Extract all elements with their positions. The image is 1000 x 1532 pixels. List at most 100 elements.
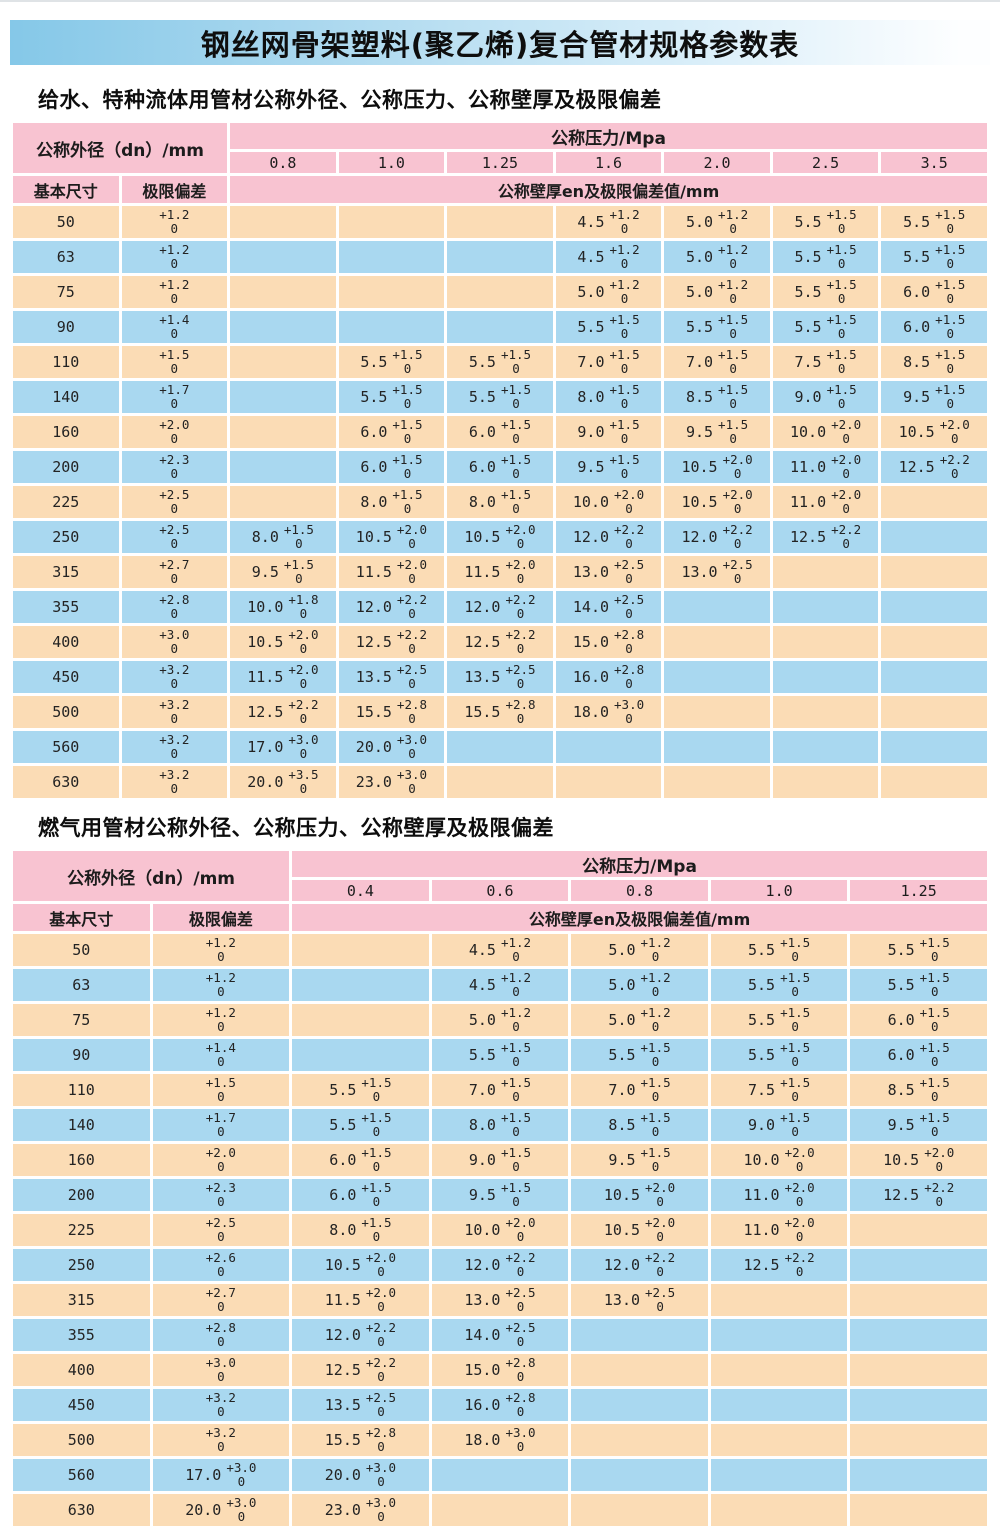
table-row: 90 +1.4 0 5.5 +1.5 0 5.5 +1.5 0 5.5 +1.5 0 6.0 +1.5 0 (13, 311, 987, 343)
page-top-edge (0, 0, 1000, 2)
tolerance-lower: 0 (930, 1089, 939, 1104)
tolerance-lower: 0 (946, 256, 954, 271)
wall-thickness-value: 8.0 (251, 528, 279, 546)
dn-value: 110 (13, 346, 119, 378)
wall-thickness-cell: 5.5 +1.5 0 (292, 1109, 429, 1141)
wall-thickness-value: 10.5 (603, 1221, 641, 1239)
wall-thickness-cell (710, 1284, 848, 1316)
tolerance-upper: +1.5 (500, 1075, 532, 1091)
tolerance-lower: 0 (403, 466, 412, 481)
wall-thickness-value: 10.5 (681, 458, 718, 476)
dn-value: 200 (13, 1179, 150, 1211)
tolerance-stack: +2.2 0 (366, 1321, 396, 1349)
wall-thickness-value: 6.0 (329, 1186, 357, 1204)
tolerance-stack: +1.5 0 (827, 348, 857, 376)
dn-value: 630 (13, 1494, 150, 1526)
wall-thickness-value: 13.0 (603, 1291, 641, 1309)
tolerance-upper: +3.0 (365, 1495, 397, 1511)
tolerance-upper: +2.8 (205, 1320, 236, 1336)
deviation-cell: +2.7 0 (121, 556, 228, 588)
tolerance-upper: +1.2 (205, 935, 236, 951)
tolerance-lower: 0 (512, 1194, 520, 1209)
tolerance-stack: +3.2 0 (159, 733, 189, 761)
dn-value: 75 (13, 1004, 150, 1036)
wall-thickness-cell (230, 311, 336, 343)
wall-thickness-cell: 6.0 +1.5 0 (338, 451, 445, 483)
tolerance-stack: +1.5 0 (392, 488, 422, 516)
wall-thickness-value: 5.0 (577, 283, 605, 301)
water-supply-table-header: 公称外径（dn）/mm 公称压力/Mpa 0.8 1.0 1.25 1.6 2.0 2.5 3.… (13, 123, 987, 203)
tolerance-stack: +1.5 0 (718, 383, 748, 411)
wall-thickness-value: 4.5 (468, 976, 496, 994)
tolerance-stack: +1.5 0 (206, 1076, 236, 1104)
table-row: 450 +3.2 0 11.5 +2.0 0 13.5 +2.5 0 13.5 +2.5 0 16.0 +… (13, 661, 987, 693)
wall-thickness-cell: 5.0 +1.2 0 (664, 241, 770, 273)
wall-thickness-cell: 10.5 +2.0 0 (292, 1249, 429, 1281)
tolerance-stack: +1.5 0 (935, 348, 965, 376)
tolerance-stack: +1.5 0 (935, 383, 965, 411)
tolerance-upper: +2.3 (159, 452, 190, 468)
wall-thickness-cell: 5.5 +1.5 0 (772, 206, 879, 238)
tolerance-lower: 0 (733, 536, 742, 551)
wall-thickness-value: 4.5 (577, 248, 605, 266)
tolerance-lower: 0 (842, 431, 850, 446)
wall-thickness-cell: 12.0 +2.2 0 (571, 1249, 708, 1281)
tolerance-upper: +3.0 (396, 767, 428, 783)
tolerance-stack: +2.3 0 (159, 453, 189, 481)
dn-value: 50 (13, 934, 150, 966)
tolerance-upper: +1.5 (919, 935, 950, 951)
tolerance-upper: +1.5 (640, 1075, 671, 1091)
tolerance-upper: +1.5 (609, 452, 640, 468)
tolerance-upper: +2.8 (159, 592, 190, 608)
tolerance-upper: +2.0 (396, 522, 428, 538)
table-row: 75 +1.2 0 5.0 +1.2 0 5.0 +1.2 0 5.5 +1.5 0 6.0 +1.5 0 (13, 276, 987, 308)
tolerance-upper: +2.2 (396, 592, 428, 608)
tolerance-stack: +1.5 0 (827, 208, 857, 236)
tolerance-upper: +2.0 (784, 1145, 815, 1161)
tolerance-upper: +1.5 (361, 1180, 392, 1196)
wall-thickness-cell: 20.0 +3.5 0 (230, 766, 336, 798)
wall-thickness-value: 11.0 (743, 1221, 780, 1239)
tolerance-lower: 0 (377, 1334, 385, 1349)
tolerance-stack: +1.5 0 (718, 313, 748, 341)
tolerance-stack: +3.5 0 (288, 768, 318, 796)
tolerance-upper: +2.0 (365, 1285, 397, 1301)
tolerance-stack: +1.5 0 (392, 383, 422, 411)
tolerance-stack: +1.5 0 (361, 1146, 391, 1174)
wall-thickness-value: 5.0 (685, 213, 714, 231)
wall-thickness-value: 18.0 (572, 703, 610, 721)
wall-thickness-cell: 8.5 +1.5 0 (571, 1109, 708, 1141)
table-row: 50 +1.2 0 4.5 +1.2 0 5.0 +1.2 0 5.5 +1.5 0 5.5 +1.5 0 (13, 934, 987, 966)
tolerance-upper: +2.0 (722, 487, 753, 503)
dn-value: 500 (13, 1424, 150, 1456)
dn-value: 560 (13, 1459, 150, 1491)
tolerance-lower: 0 (372, 1229, 381, 1244)
tolerance-lower: 0 (837, 361, 846, 376)
wall-thickness-cell (447, 241, 553, 273)
wall-thickness-cell: 6.0 +1.5 0 (338, 416, 445, 448)
tolerance-upper: +2.5 (505, 662, 536, 678)
tolerance-lower: 0 (170, 326, 179, 341)
tolerance-stack: +1.5 0 (780, 1006, 810, 1034)
tolerance-lower: 0 (837, 326, 846, 341)
tolerance-lower: 0 (377, 1299, 385, 1314)
pressure-value-header: 2.0 (664, 152, 770, 173)
tolerance-lower: 0 (170, 221, 179, 236)
tolerance-lower: 0 (620, 256, 629, 271)
tolerance-stack: +1.5 0 (501, 1076, 531, 1104)
wall-thickness-cell (431, 1459, 569, 1491)
wall-thickness-value: 6.0 (468, 458, 496, 476)
wall-thickness-cell: 7.0 +1.5 0 (555, 346, 662, 378)
tolerance-lower: 0 (217, 1019, 225, 1034)
wall-thickness-value: 12.0 (572, 528, 610, 546)
tolerance-stack: +2.5 0 (723, 558, 753, 586)
tolerance-lower: 0 (512, 431, 520, 446)
tolerance-stack: +1.5 0 (610, 383, 640, 411)
wall-thickness-value: 12.0 (324, 1326, 361, 1344)
wall-thickness-cell (710, 1319, 848, 1351)
wall-thickness-cell: 5.5 +1.5 0 (431, 1039, 569, 1071)
tolerance-lower: 0 (795, 1159, 804, 1174)
tolerance-stack: +1.5 0 (392, 453, 422, 481)
wall-thickness-cell (710, 1459, 848, 1491)
